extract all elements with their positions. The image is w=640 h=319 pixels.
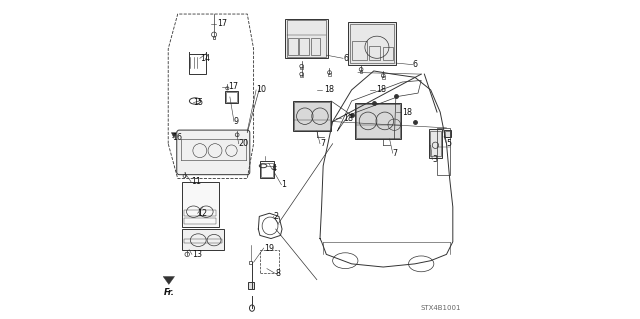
- Bar: [300, 38, 309, 55]
- Text: 19: 19: [264, 243, 274, 253]
- Text: 17: 17: [228, 82, 239, 91]
- Text: 18: 18: [343, 114, 353, 123]
- Bar: [294, 102, 330, 130]
- Bar: [285, 19, 328, 58]
- Bar: [383, 47, 393, 60]
- Bar: [369, 46, 380, 60]
- Text: 7: 7: [320, 139, 325, 148]
- Bar: [300, 67, 303, 69]
- Bar: [249, 261, 252, 264]
- Text: 20: 20: [239, 139, 249, 148]
- Text: 12: 12: [198, 209, 208, 218]
- Bar: [225, 91, 238, 103]
- Bar: [310, 38, 320, 55]
- Bar: [293, 101, 331, 131]
- Text: 10: 10: [256, 85, 266, 94]
- Bar: [184, 239, 222, 243]
- Bar: [260, 250, 279, 273]
- Bar: [355, 103, 401, 139]
- Text: 5: 5: [447, 139, 452, 148]
- Text: 7: 7: [393, 149, 398, 158]
- Bar: [227, 92, 237, 102]
- Text: Fr.: Fr.: [163, 287, 174, 297]
- Text: 15: 15: [193, 98, 204, 107]
- Bar: [262, 163, 273, 177]
- FancyBboxPatch shape: [177, 130, 250, 175]
- Text: 9: 9: [234, 117, 239, 126]
- Text: 2: 2: [273, 212, 278, 221]
- Text: 13: 13: [192, 250, 202, 259]
- Text: 14: 14: [200, 54, 210, 63]
- Text: 11: 11: [191, 177, 201, 186]
- Text: 6: 6: [343, 54, 348, 63]
- Polygon shape: [172, 133, 177, 138]
- Bar: [260, 161, 274, 178]
- Bar: [360, 70, 362, 72]
- Bar: [356, 104, 400, 138]
- Bar: [300, 75, 303, 77]
- Bar: [182, 229, 223, 250]
- Text: 18: 18: [324, 85, 334, 94]
- Polygon shape: [163, 277, 175, 285]
- Text: 18: 18: [402, 108, 412, 116]
- Bar: [182, 182, 219, 227]
- Text: 18: 18: [376, 85, 387, 94]
- Text: 16: 16: [172, 133, 182, 142]
- Bar: [382, 76, 385, 79]
- Text: 6: 6: [413, 60, 418, 69]
- Bar: [189, 54, 206, 74]
- Text: 1: 1: [282, 180, 287, 189]
- Bar: [287, 20, 326, 57]
- Bar: [213, 35, 215, 39]
- Bar: [248, 282, 254, 289]
- Bar: [184, 218, 216, 224]
- Bar: [351, 41, 367, 60]
- Bar: [348, 22, 396, 65]
- Bar: [437, 128, 450, 175]
- Bar: [445, 131, 451, 137]
- Text: 8: 8: [275, 269, 280, 278]
- Bar: [429, 130, 442, 158]
- Bar: [350, 24, 394, 63]
- Bar: [289, 38, 298, 55]
- Bar: [430, 131, 441, 156]
- Bar: [444, 130, 451, 137]
- Bar: [328, 73, 331, 76]
- Text: 17: 17: [217, 19, 227, 28]
- Text: STX4B1001: STX4B1001: [420, 305, 461, 311]
- Bar: [184, 210, 216, 216]
- Text: 3: 3: [432, 155, 437, 164]
- Text: 4: 4: [272, 165, 277, 174]
